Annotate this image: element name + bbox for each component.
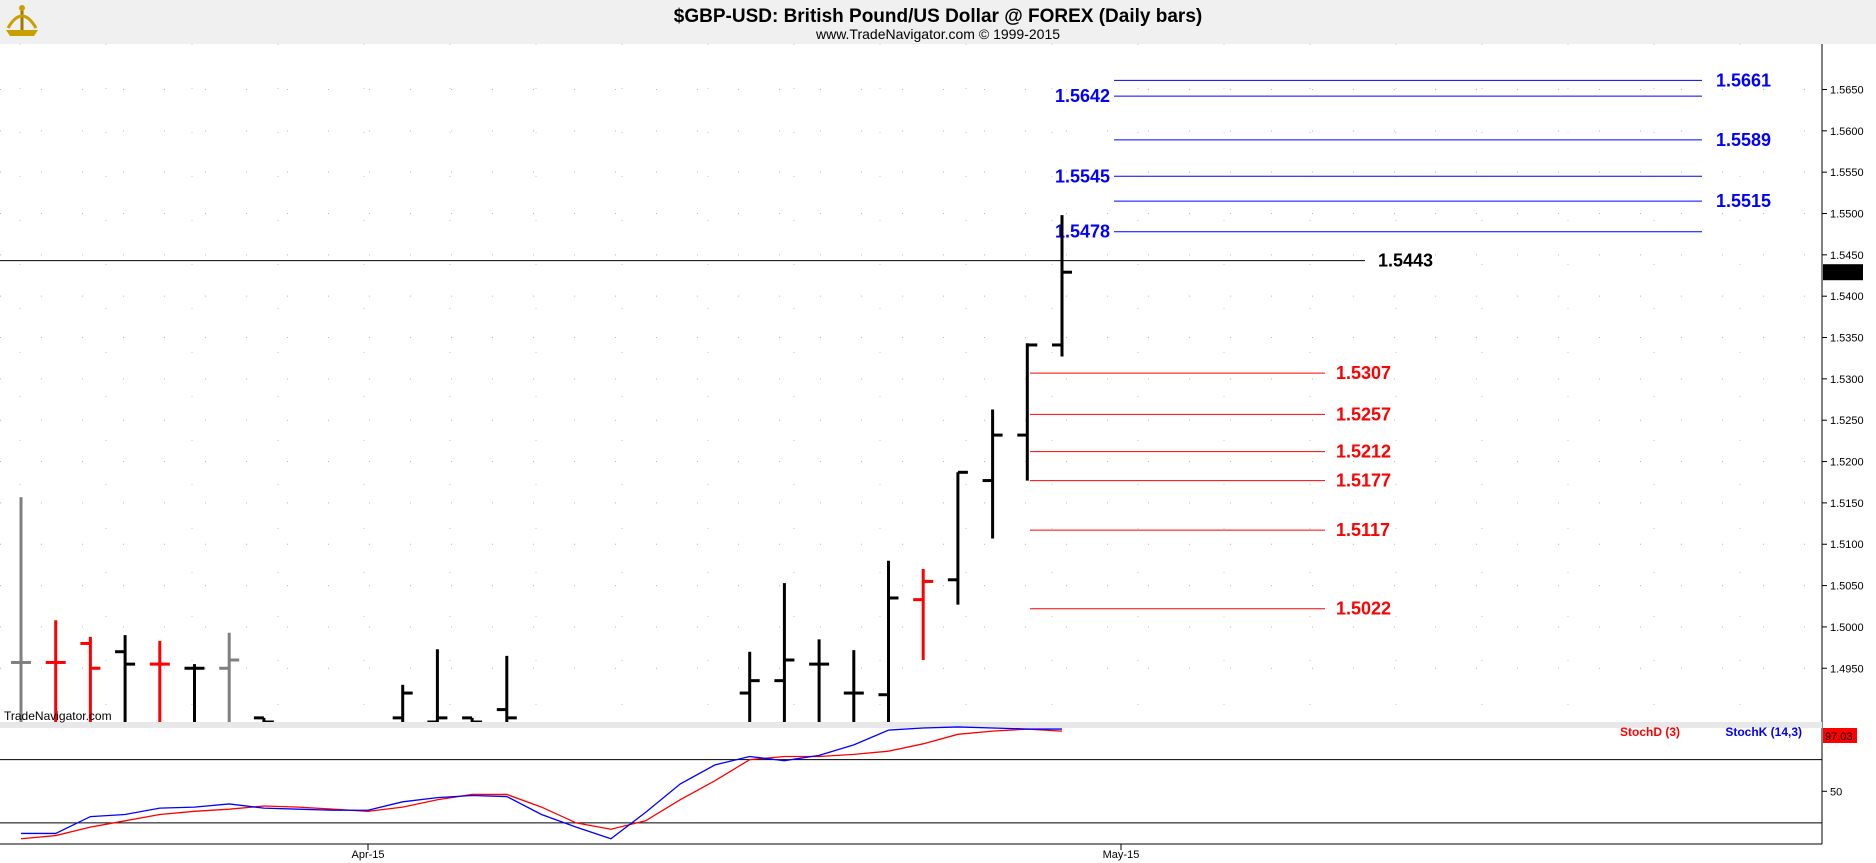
resistance-label: 1.5545 <box>1055 166 1110 186</box>
date-label: Apr-15 <box>351 849 384 861</box>
ohlc-bars <box>11 215 1072 727</box>
support-label: 1.5177 <box>1336 471 1391 491</box>
chart-subtitle: www.TradeNavigator.com © 1999-2015 <box>815 26 1060 42</box>
date-label: May-15 <box>1103 849 1140 861</box>
stochastic-axis-ticks: 50 <box>1822 786 1842 798</box>
price-tick-label: 1.5300 <box>1830 374 1864 386</box>
stoch-d-line <box>20 728 1063 840</box>
last-price-label: 1.5429 <box>1826 267 1860 279</box>
stochastic-panel: 50 StochD (3) StochK (14,3) 97.03 <box>0 725 1857 844</box>
price-axis-ticks: 1.4950 1.5000 1.5050 1.5100 1.5150 1.5200 1.52… <box>1822 84 1864 675</box>
price-tick-label: 1.5350 <box>1830 333 1864 345</box>
stochastic-tick-label: 50 <box>1830 786 1842 798</box>
panel-separator <box>0 722 1822 728</box>
header-band <box>0 0 1876 44</box>
last-price-tag: 1.5429 <box>1823 264 1863 281</box>
resistance-label: 1.5478 <box>1055 222 1110 242</box>
price-tick-label: 1.5100 <box>1830 539 1864 551</box>
sextant-logo-icon <box>6 5 38 36</box>
stoch-d-legend: StochD (3) <box>1620 725 1680 739</box>
horizontal-line-1-5443: 1.5443 <box>0 251 1433 271</box>
resistance-label: 1.5515 <box>1716 191 1771 211</box>
price-tick-label: 1.5150 <box>1830 498 1864 510</box>
price-tick-label: 1.5200 <box>1830 457 1864 469</box>
price-tick-label: 1.5550 <box>1830 167 1864 179</box>
resistance-label: 1.5661 <box>1716 70 1771 90</box>
support-label: 1.5307 <box>1336 363 1391 383</box>
price-tick-label: 1.5600 <box>1830 126 1864 138</box>
watermark: TradeNavigator.com <box>4 709 112 723</box>
stochastic-last-label: 97.03 <box>1825 731 1853 743</box>
resistance-label: 1.5589 <box>1716 130 1771 150</box>
support-label: 1.5117 <box>1336 520 1390 540</box>
stoch-k-legend: StochK (14,3) <box>1725 725 1802 739</box>
stochastic-grid <box>0 728 1823 844</box>
stoch-k-line <box>21 726 1062 840</box>
price-tick-label: 1.5450 <box>1830 250 1864 262</box>
stochastic-last-value-tag: 97.03 <box>1823 728 1857 743</box>
price-tick-label: 1.5000 <box>1830 622 1864 634</box>
price-panel: 1.4950 1.5000 1.5050 1.5100 1.5150 1.5200 1.52… <box>0 44 1864 844</box>
support-label: 1.5022 <box>1336 599 1391 619</box>
support-label: 1.5257 <box>1336 404 1391 424</box>
resistance-levels: 1.5661 1.5642 1.5589 1.5545 1.5515 1.5478 <box>1055 70 1771 241</box>
support-label: 1.5212 <box>1336 442 1391 462</box>
price-tick-label: 1.5500 <box>1830 209 1864 221</box>
stochastic-last-box <box>1823 728 1857 743</box>
price-grid <box>0 44 1822 722</box>
price-tick-label: 1.5050 <box>1830 581 1864 593</box>
resistance-label: 1.5642 <box>1055 86 1110 106</box>
last-price-box <box>1823 264 1863 281</box>
date-axis-labels: Apr-15 May-15 <box>351 844 1139 861</box>
chart-title: $GBP-USD: British Pound/US Dollar @ FORE… <box>674 6 1202 27</box>
horizontal-line-label: 1.5443 <box>1378 251 1433 271</box>
price-tick-label: 1.5400 <box>1830 291 1864 303</box>
price-tick-label: 1.4950 <box>1830 663 1864 675</box>
stochastic-lines <box>20 726 1063 840</box>
price-tick-label: 1.5650 <box>1830 84 1864 96</box>
price-tick-label: 1.5250 <box>1830 415 1864 427</box>
support-levels: 1.5307 1.5257 1.5212 1.5177 1.5117 1.5022 <box>1030 363 1391 619</box>
